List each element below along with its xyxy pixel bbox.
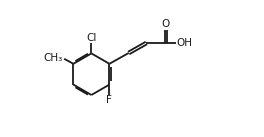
Text: O: O	[162, 19, 170, 29]
Text: Cl: Cl	[86, 33, 97, 43]
Text: F: F	[106, 95, 112, 105]
Text: CH₃: CH₃	[43, 53, 63, 63]
Text: OH: OH	[176, 38, 192, 48]
